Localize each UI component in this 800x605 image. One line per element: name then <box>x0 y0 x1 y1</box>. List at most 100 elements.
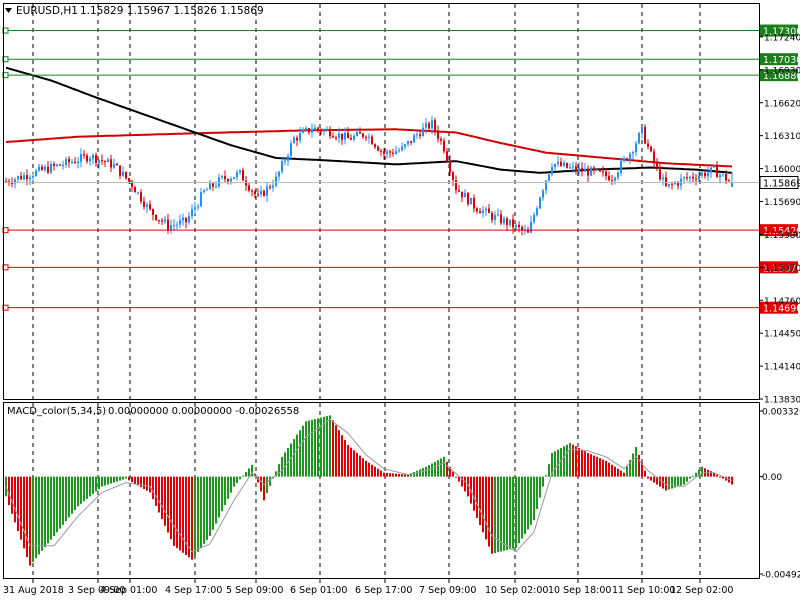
macd-bar <box>524 476 526 534</box>
macd-bar <box>551 452 553 477</box>
candle-bear <box>428 123 430 129</box>
candle-bull <box>284 160 286 162</box>
candle-bull <box>203 190 205 193</box>
candle-bull <box>683 177 685 179</box>
candle-bear <box>341 133 343 140</box>
candle-bull <box>356 131 358 136</box>
macd-bar <box>332 420 334 477</box>
macd-bar <box>347 445 349 477</box>
candle-bear <box>479 211 481 214</box>
candle-bear <box>575 166 577 172</box>
candle-bear <box>347 132 349 139</box>
candle-bull <box>230 178 232 182</box>
candle-bull <box>35 170 37 176</box>
macd-bar <box>578 447 580 477</box>
macd-bar <box>158 476 160 513</box>
candle-bear <box>335 137 337 139</box>
candle-bull <box>200 192 202 207</box>
candle-bear <box>155 214 157 220</box>
macd-bar <box>362 458 364 477</box>
macd-bar <box>98 476 100 490</box>
candle-bear <box>656 163 658 167</box>
macd-bar <box>473 476 475 511</box>
macd-bar <box>725 476 727 481</box>
macd-bar <box>146 476 148 491</box>
x-tick-label: 3 Sep 09:00 <box>68 585 125 596</box>
candle-bull <box>425 123 427 128</box>
macd-bar <box>638 454 640 477</box>
candle-bull <box>137 192 139 194</box>
macd-bar <box>560 447 562 477</box>
macd-bar <box>716 474 718 477</box>
candle-bull <box>113 163 115 168</box>
macd-bar <box>308 420 310 477</box>
macd-bar <box>581 449 583 477</box>
candle-bear <box>473 197 475 209</box>
macd-bar <box>677 476 679 487</box>
candle-bear <box>248 185 250 191</box>
macd-bar <box>299 430 301 477</box>
macd-bar <box>629 459 631 477</box>
macd-bar <box>506 476 508 551</box>
macd-bar <box>257 476 259 483</box>
candle-bear <box>5 181 7 183</box>
candle-bear <box>650 146 652 152</box>
y-tick-label: 1.16310 <box>764 132 800 142</box>
symbol-label: EURUSD,H1 <box>16 5 78 17</box>
macd-bar <box>116 476 118 482</box>
candle-bear <box>440 138 442 141</box>
macd-bar <box>464 476 466 492</box>
y-tick-label: 1.15070 <box>764 264 800 274</box>
candle-bull <box>674 182 676 185</box>
candle-bull <box>191 209 193 217</box>
candle-bear <box>659 166 661 180</box>
macd-bar <box>113 476 115 483</box>
y-tick-label: 1.15380 <box>764 231 800 241</box>
macd-bar <box>533 476 535 521</box>
macd-bar <box>14 476 16 523</box>
candle-bear <box>95 154 97 163</box>
macd-bar <box>686 476 688 482</box>
macd-bar <box>653 476 655 483</box>
macd-bar <box>329 415 331 477</box>
macd-bar <box>692 475 694 477</box>
candle-bear <box>512 219 514 228</box>
level-price-tag <box>760 301 798 314</box>
candle-bull <box>278 171 280 177</box>
candle-bull <box>239 170 241 173</box>
candle-bull <box>515 224 517 228</box>
candle-bull <box>56 164 58 166</box>
candle-bear <box>476 208 478 212</box>
dropdown-triangle-icon[interactable] <box>5 8 12 13</box>
level-price-tag <box>760 53 798 66</box>
candle-bear <box>653 151 655 164</box>
macd-bar <box>467 476 469 497</box>
candle-bull <box>281 161 283 172</box>
candle-bull <box>464 193 466 198</box>
macd-bar <box>392 473 394 477</box>
level-price-tag <box>760 261 798 274</box>
candle-bear <box>686 177 688 179</box>
level-price-label: 1.17030 <box>763 55 800 66</box>
candle-bear <box>581 167 583 172</box>
macd-signal-line <box>5 418 733 553</box>
candle-bear <box>83 154 85 156</box>
candle-bull <box>407 140 409 145</box>
macd-bar <box>368 462 370 477</box>
candle-bear <box>434 120 436 131</box>
macd-bar <box>23 476 25 549</box>
candle-bear <box>140 192 142 202</box>
candle-bear <box>383 151 385 155</box>
macd-bar <box>149 476 151 493</box>
macd-bar <box>197 476 199 552</box>
level-price-label: 1.16880 <box>763 71 800 82</box>
macd-bar <box>284 452 286 477</box>
candle-bull <box>272 185 274 188</box>
macd-bar <box>656 476 658 485</box>
candle-bull <box>44 166 46 170</box>
macd-bar <box>437 460 439 477</box>
macd-bar <box>665 476 667 491</box>
candle-bear <box>167 219 169 230</box>
